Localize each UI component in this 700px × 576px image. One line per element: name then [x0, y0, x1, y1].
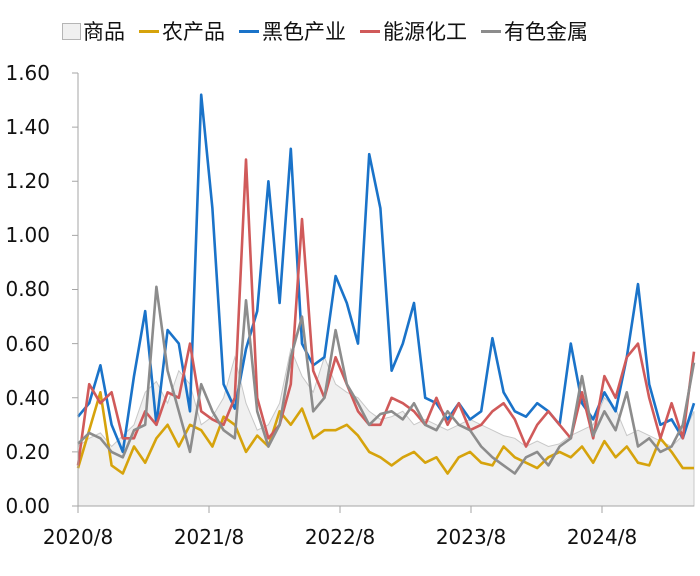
- y-tick-label: 0.40: [5, 386, 50, 410]
- series-line: [76, 93, 696, 454]
- y-tick-label: 1.60: [5, 61, 50, 85]
- legend-item-agri: 农产品: [139, 16, 225, 46]
- y-tick-label: 1.20: [5, 169, 50, 193]
- line-swatch-icon: [481, 29, 501, 33]
- legend-item-commodity: 商品: [62, 16, 125, 46]
- y-tick-label: 0.20: [5, 440, 50, 464]
- line-swatch-icon: [239, 29, 259, 33]
- legend-label: 有色金属: [504, 20, 588, 44]
- legend-label: 能源化工: [383, 20, 467, 44]
- y-tick-label: 0.60: [5, 332, 50, 356]
- legend-item-energy-chem: 能源化工: [360, 16, 467, 46]
- x-tick-label: 2023/8: [435, 525, 507, 549]
- legend: 商品 农产品 黑色产业 能源化工 有色金属: [62, 17, 602, 45]
- y-tick-label: 0.80: [5, 277, 50, 301]
- y-tick-label: 0.00: [5, 494, 50, 518]
- legend-label: 商品: [83, 20, 125, 44]
- line-swatch-icon: [139, 29, 159, 33]
- legend-item-ferrous: 黑色产业: [239, 16, 346, 46]
- legend-label: 黑色产业: [262, 20, 346, 44]
- y-tick-label: 1.40: [5, 115, 50, 139]
- area-swatch-icon: [62, 22, 81, 40]
- axis-ticks: [72, 72, 603, 513]
- x-tick-label: 2021/8: [173, 525, 245, 549]
- legend-label: 农产品: [162, 20, 225, 44]
- y-tick-label: 1.00: [5, 223, 50, 247]
- x-tick-label: 2022/8: [304, 525, 376, 549]
- plot-series: [76, 93, 696, 507]
- series-line: [76, 390, 694, 475]
- x-tick-label: 2020/8: [42, 525, 114, 549]
- legend-item-nonferrous: 有色金属: [481, 16, 588, 46]
- line-swatch-icon: [360, 29, 380, 33]
- x-tick-label: 2024/8: [566, 525, 638, 549]
- series-line: [77, 285, 696, 475]
